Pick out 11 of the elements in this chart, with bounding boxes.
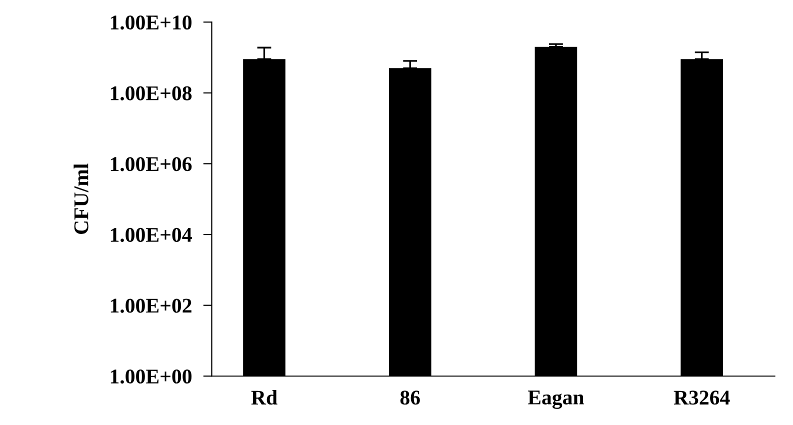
x-tick-label: 86 [400, 390, 420, 405]
y-tick-label: 1.00E+06 [110, 157, 192, 172]
x-tick-label: Rd [251, 390, 278, 405]
y-axis-title: CFU/ml [74, 164, 88, 234]
y-tick-label: 1.00E+00 [110, 370, 192, 384]
y-tick-label: 1.00E+08 [110, 86, 192, 100]
y-tick-label: 1.00E+10 [110, 15, 192, 30]
y-tick-label: 1.00E+02 [110, 298, 192, 313]
x-tick-label: R3264 [674, 390, 730, 405]
y-tick-label: 1.00E+04 [110, 228, 192, 242]
x-tick-label: Eagan [528, 390, 584, 409]
